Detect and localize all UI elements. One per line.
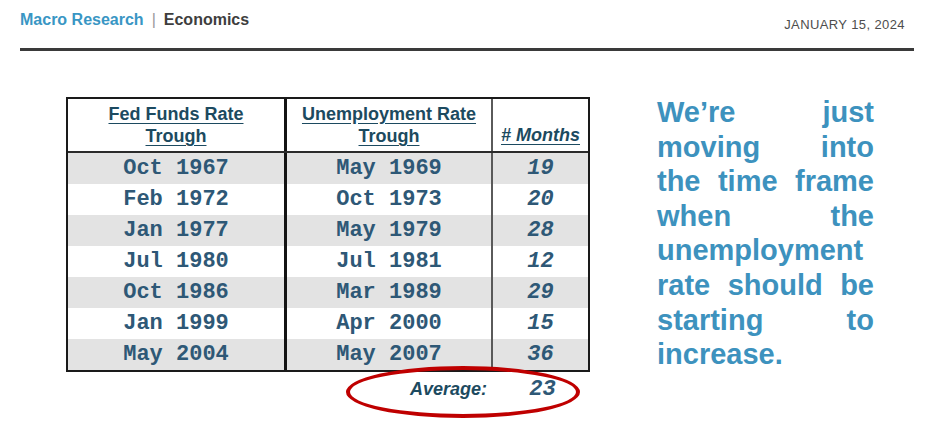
research-note-page: Macro Research | Economics JANUARY 15, 202… xyxy=(0,0,930,432)
unemployment-trough-cell: Mar 1989 xyxy=(287,277,493,308)
col-header-months: # Months xyxy=(493,99,588,151)
table-row: Jul 1980 Jul 1981 12 xyxy=(68,246,588,277)
unemployment-trough-cell: Oct 1973 xyxy=(287,184,493,215)
fed-funds-trough-cell: Jul 1980 xyxy=(68,246,287,277)
unemployment-trough-cell: May 1979 xyxy=(287,215,493,246)
unemployment-trough-cell: Jul 1981 xyxy=(287,246,493,277)
fed-funds-trough-cell: May 2004 xyxy=(68,339,287,370)
callout-line: We’re just xyxy=(657,95,874,130)
publication-brand: Macro Research xyxy=(20,11,144,28)
callout-line: moving into xyxy=(657,130,874,165)
months-cell: 12 xyxy=(493,246,588,277)
unemployment-trough-cell: May 1969 xyxy=(287,153,493,184)
table-row: Jan 1999 Apr 2000 15 xyxy=(68,308,588,339)
troughs-table: Fed Funds Rate Trough Unemployment Rate … xyxy=(66,97,590,372)
months-cell: 15 xyxy=(493,308,588,339)
average-highlight-ellipse xyxy=(346,366,580,418)
unemployment-trough-cell: Apr 2000 xyxy=(287,308,493,339)
masthead-rule xyxy=(20,48,914,51)
masthead-divider: | xyxy=(152,11,156,28)
table-header-row: Fed Funds Rate Trough Unemployment Rate … xyxy=(68,99,588,153)
margin-callout-text: We’re just moving into the time frame wh… xyxy=(657,95,874,372)
masthead: Macro Research | Economics xyxy=(20,11,249,29)
table-row: Jan 1977 May 1979 28 xyxy=(68,215,588,246)
months-cell: 28 xyxy=(493,215,588,246)
table-row: Oct 1986 Mar 1989 29 xyxy=(68,277,588,308)
fed-funds-trough-cell: Oct 1986 xyxy=(68,277,287,308)
col-header-fed-funds-trough: Fed Funds Rate Trough xyxy=(68,99,287,151)
months-cell: 29 xyxy=(493,277,588,308)
table-body: Oct 1967 May 1969 19 Feb 1972 Oct 1973 2… xyxy=(68,153,588,370)
table-row: Feb 1972 Oct 1973 20 xyxy=(68,184,588,215)
callout-line: the time frame xyxy=(657,164,874,199)
publication-date: JANUARY 15, 2024 xyxy=(784,17,905,32)
table-row: Oct 1967 May 1969 19 xyxy=(68,153,588,184)
callout-line: starting to xyxy=(657,303,874,338)
months-cell: 19 xyxy=(493,153,588,184)
months-cell: 36 xyxy=(493,339,588,370)
callout-line: when the xyxy=(657,199,874,234)
fed-funds-trough-cell: Jan 1977 xyxy=(68,215,287,246)
callout-line: unemployment xyxy=(657,233,874,268)
months-cell: 20 xyxy=(493,184,588,215)
publication-section: Economics xyxy=(164,11,249,28)
fed-funds-trough-cell: Jan 1999 xyxy=(68,308,287,339)
col-header-unemployment-trough: Unemployment Rate Trough xyxy=(287,99,493,151)
fed-funds-trough-cell: Oct 1967 xyxy=(68,153,287,184)
callout-line: rate should be xyxy=(657,268,874,303)
table-row: May 2004 May 2007 36 xyxy=(68,339,588,370)
callout-line: increase. xyxy=(657,337,874,372)
fed-funds-trough-cell: Feb 1972 xyxy=(68,184,287,215)
